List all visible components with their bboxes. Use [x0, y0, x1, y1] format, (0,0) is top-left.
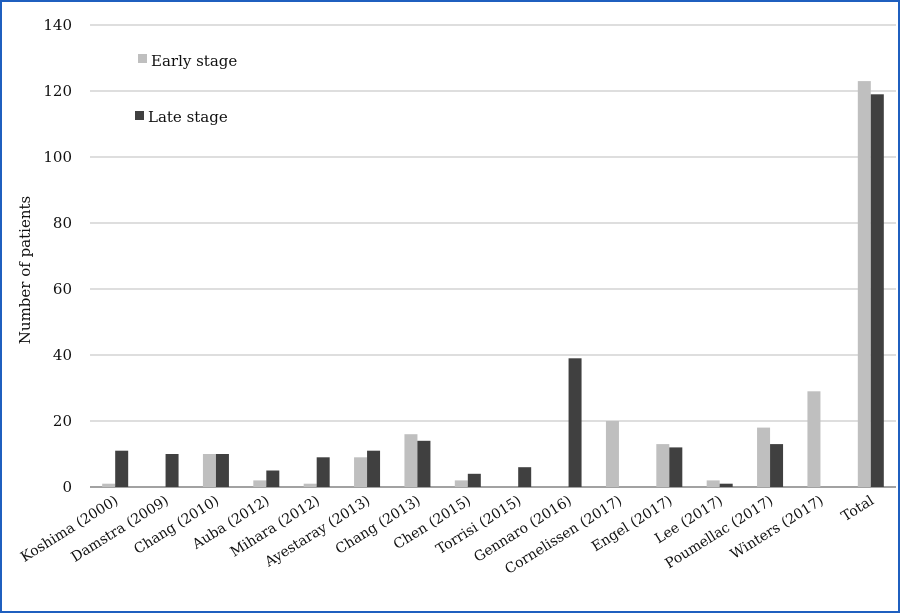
- bar-late-stage: [568, 358, 582, 487]
- bar-late-stage: [669, 447, 683, 487]
- bar-early-stage: [757, 427, 771, 487]
- x-tick-labels: Koshima (2000)Damstra (2009)Chang (2010)…: [18, 493, 877, 578]
- bar-early-stage: [102, 483, 116, 487]
- y-tick-label: 80: [53, 214, 72, 232]
- bar-early-stage: [253, 480, 267, 487]
- x-tick-label: Winters (2017): [728, 493, 827, 563]
- bar-early-stage: [807, 391, 821, 487]
- bar-late-stage: [518, 467, 532, 487]
- bar-late-stage: [316, 457, 330, 487]
- bar-early-stage: [354, 457, 368, 487]
- legend-swatch-early-stage: [138, 54, 147, 63]
- y-tick-label: 0: [62, 478, 72, 496]
- legend: Early stage Late stage: [135, 52, 237, 126]
- bar-early-stage: [706, 480, 720, 487]
- bar-early-stage: [404, 434, 418, 487]
- x-tick-label: Chang (2013): [333, 493, 424, 558]
- bar-early-stage: [605, 421, 619, 487]
- bar-late-stage: [165, 454, 179, 487]
- legend-label-early-stage: Early stage: [151, 52, 237, 70]
- y-tick-labels: 0 20 40 60 80 100 120 140: [43, 16, 72, 496]
- bar-late-stage: [770, 444, 784, 487]
- bar-late-stage: [467, 473, 481, 487]
- legend-label-late-stage: Late stage: [148, 108, 228, 126]
- bar-late-stage: [870, 94, 884, 488]
- legend-swatch-late-stage: [135, 111, 144, 120]
- bar-early-stage: [202, 454, 216, 487]
- bar-early-stage: [454, 480, 468, 487]
- bar-late-stage: [215, 454, 229, 487]
- bar-late-stage: [417, 440, 431, 487]
- y-axis-label: Number of patients: [16, 196, 34, 344]
- y-tick-label: 100: [43, 148, 72, 166]
- bar-late-stage: [719, 483, 733, 487]
- bar-late-stage: [367, 450, 381, 487]
- y-tick-label: 60: [53, 280, 72, 298]
- bar-early-stage: [656, 444, 670, 487]
- bars: [102, 81, 884, 488]
- y-tick-label: 20: [53, 412, 72, 430]
- bar-early-stage: [857, 81, 871, 487]
- y-tick-label: 40: [53, 346, 72, 364]
- x-tick-label: Chang (2010): [131, 493, 222, 558]
- bar-late-stage: [115, 450, 129, 487]
- x-tick-label: Total: [839, 493, 878, 525]
- bar-early-stage: [303, 483, 317, 487]
- bar-late-stage: [266, 470, 280, 487]
- y-tick-label: 140: [43, 16, 72, 34]
- y-tick-label: 120: [43, 82, 72, 100]
- gridlines: [90, 24, 896, 488]
